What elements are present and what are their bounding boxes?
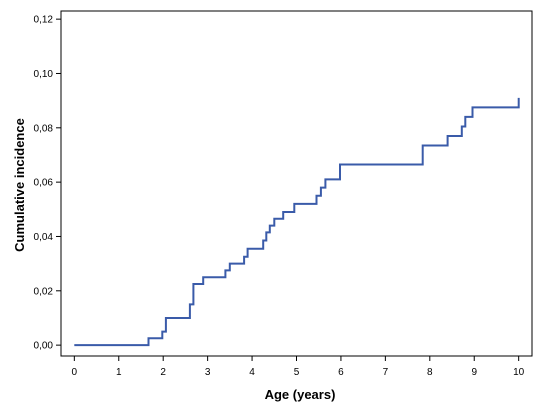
x-tick-label: 2 [160,367,166,378]
y-tick-label: 0,02 [34,286,54,297]
x-tick-label: 1 [116,367,122,378]
plot-frame [60,10,533,357]
cumulative-incidence-step-line [74,97,520,347]
y-tick-label: 0,00 [34,341,54,352]
y-tick-label: 0,08 [34,123,54,134]
y-tick-label: 0,10 [34,69,54,80]
x-tick-label: 7 [383,367,389,378]
x-axis-title: Age (years) [265,387,336,402]
x-tick-label: 0 [72,367,78,378]
y-axis-title: Cumulative incidence [12,118,27,252]
x-tick-label: 6 [338,367,344,378]
y-tick-label: 0,06 [34,178,54,189]
x-tick-label: 9 [471,367,477,378]
x-axis: 0 1 2 3 4 5 6 7 8 9 10 [72,356,525,378]
x-tick-label: 10 [513,367,525,378]
y-tick-label: 0,04 [34,232,54,243]
y-tick-label: 0,12 [34,15,54,26]
x-tick-label: 8 [427,367,433,378]
y-axis: 0,00 0,02 0,04 0,06 0,08 0,10 0,12 [34,15,61,352]
x-tick-label: 4 [249,367,255,378]
x-tick-label: 3 [205,367,211,378]
x-tick-label: 5 [294,367,300,378]
